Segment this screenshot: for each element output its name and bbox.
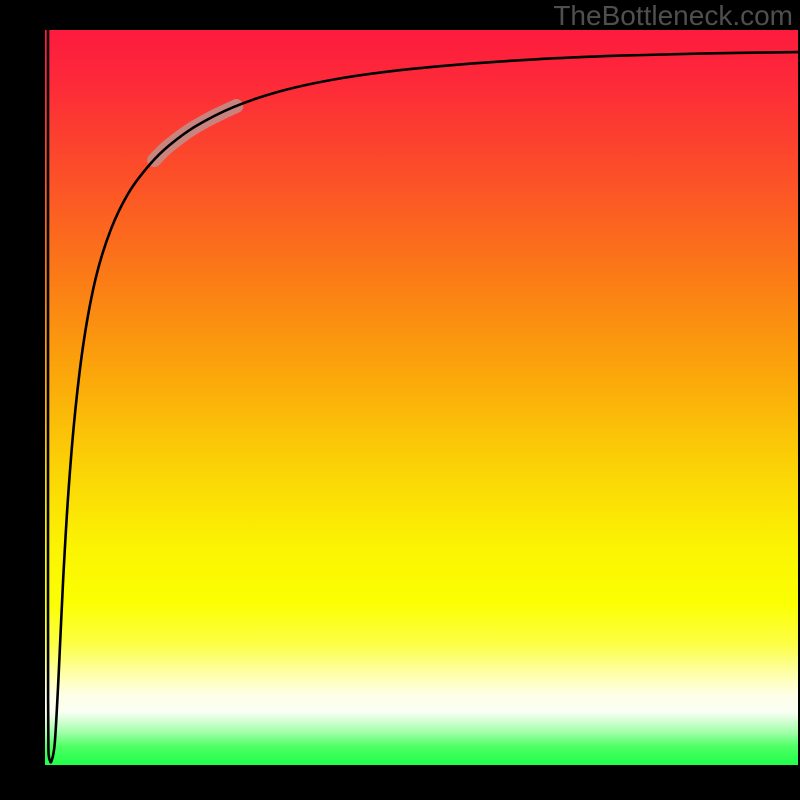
curve-layer bbox=[45, 30, 798, 765]
highlight-segment bbox=[154, 106, 236, 160]
bottleneck-curve bbox=[48, 30, 798, 762]
watermark-text: TheBottleneck.com bbox=[553, 0, 793, 32]
plot-area bbox=[45, 30, 798, 765]
chart-container: TheBottleneck.com bbox=[0, 0, 800, 800]
